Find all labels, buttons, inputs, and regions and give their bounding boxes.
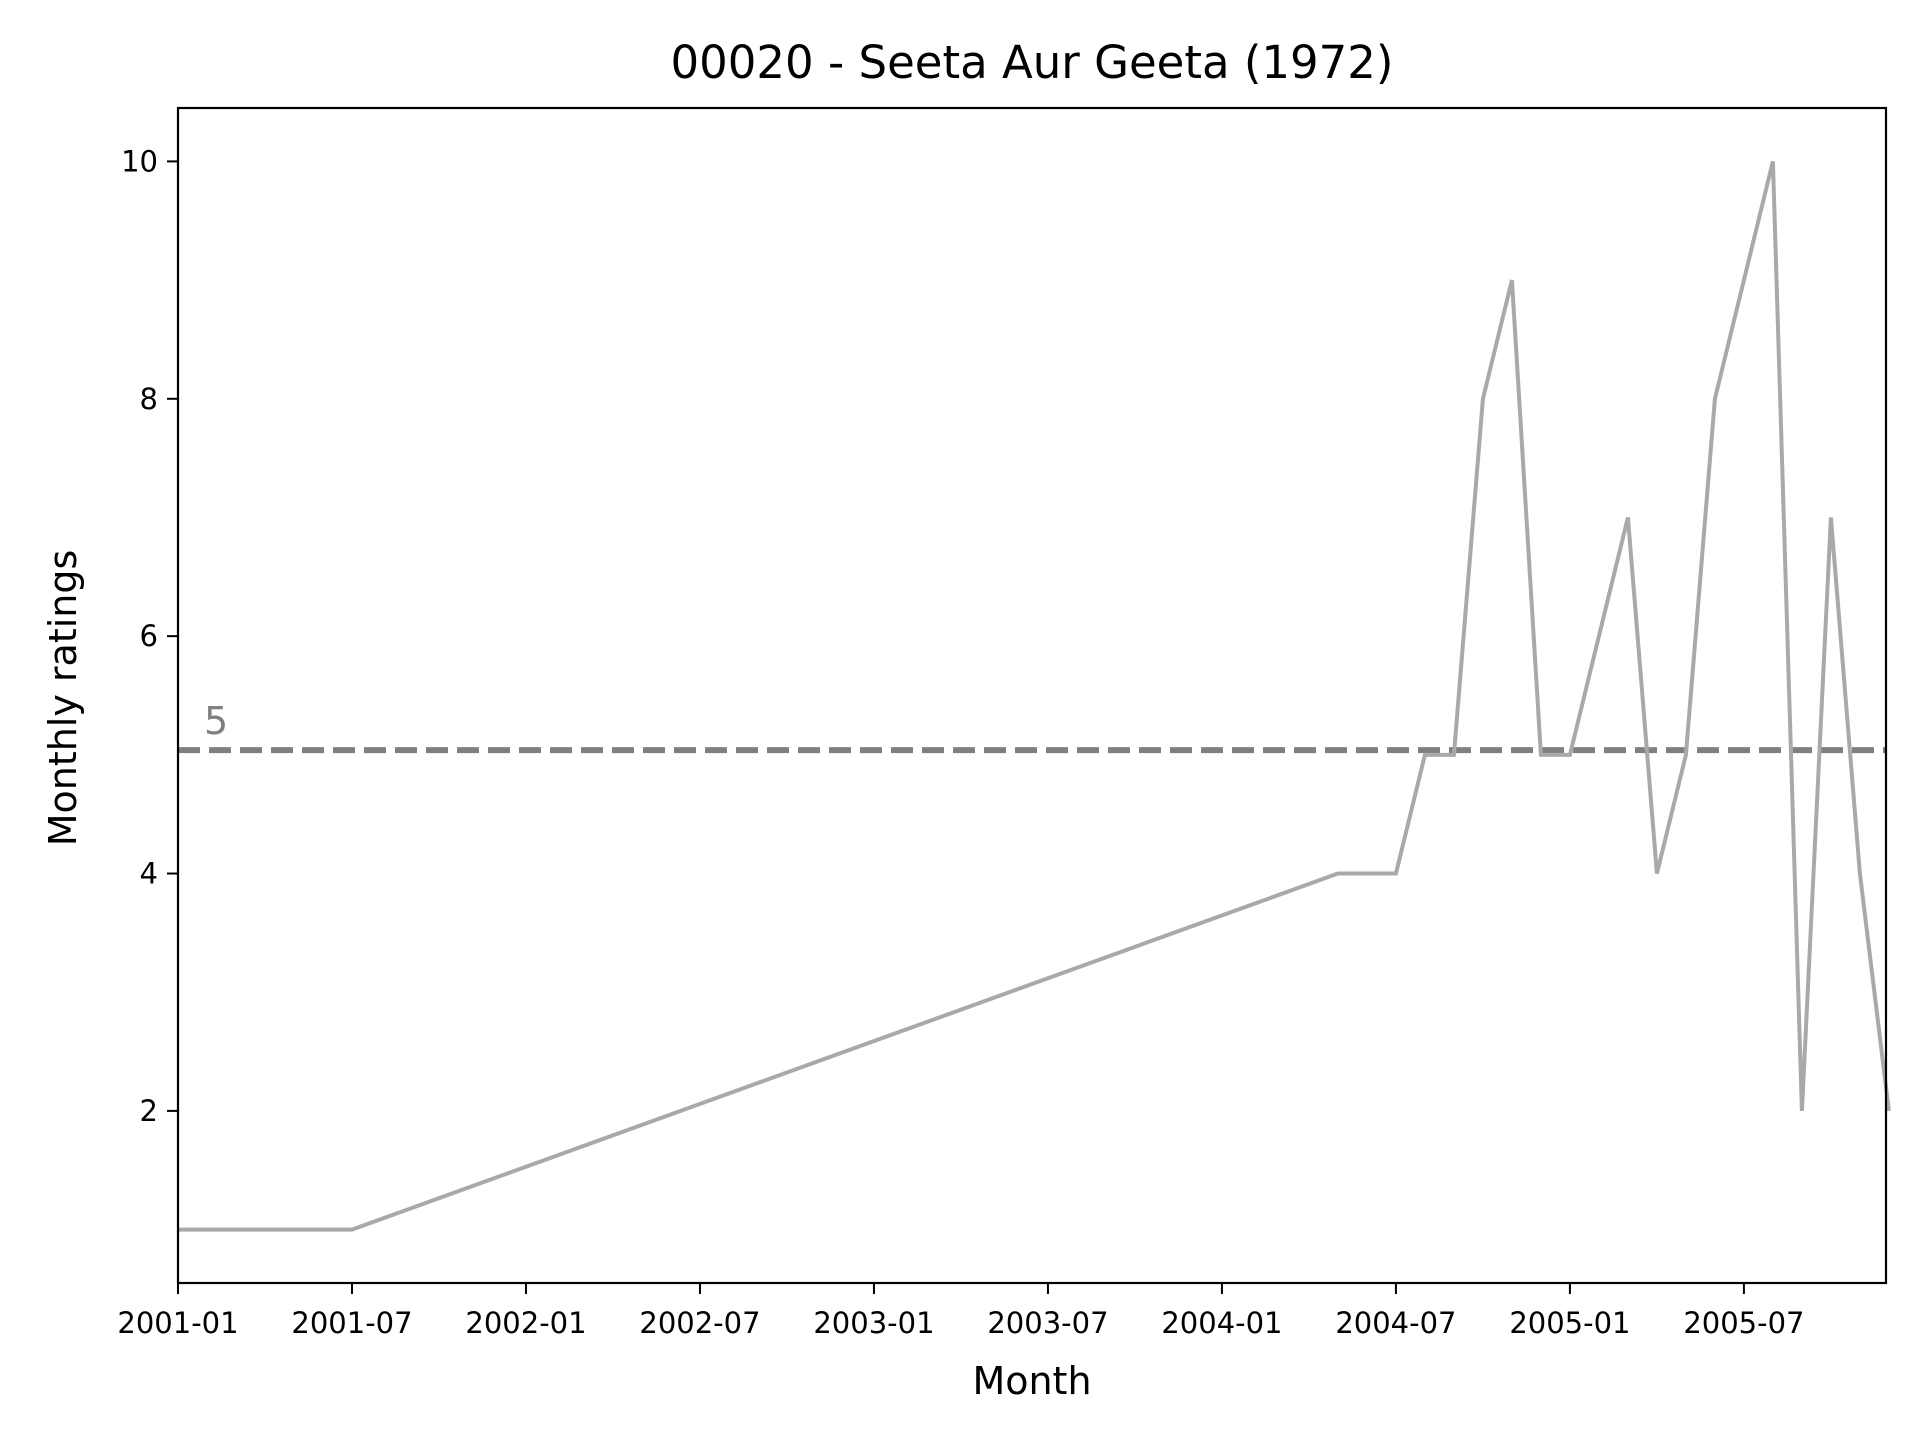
x-tick-label: 2005-07 (1683, 1306, 1804, 1340)
plot-area: 5 (178, 160, 1891, 1232)
x-tick-label: 2004-07 (1335, 1306, 1456, 1340)
x-tick-label: 2001-01 (117, 1306, 238, 1340)
x-tick-label: 2003-07 (987, 1306, 1108, 1340)
reference-line-label: 5 (204, 699, 228, 743)
x-axis: 2001-01 2001-07 2002-01 2002-07 2003-01 2003-… (117, 1283, 1804, 1340)
y-tick-label: 4 (140, 857, 158, 891)
plot-frame (176, 106, 1888, 1285)
y-tick-label: 10 (121, 144, 158, 178)
x-tick-label: 2002-01 (465, 1306, 586, 1340)
y-tick-label: 2 (140, 1094, 158, 1128)
x-tick-label: 2001-07 (291, 1306, 412, 1340)
x-tick-label: 2005-01 (1509, 1306, 1630, 1340)
y-axis-label: Monthly ratings (41, 550, 85, 847)
y-axis: 2 4 6 8 10 (121, 144, 178, 1128)
x-tick-label: 2002-07 (639, 1306, 760, 1340)
x-axis-label: Month (972, 1359, 1091, 1403)
series-line-0 (178, 160, 1891, 1232)
x-tick-label: 2003-01 (813, 1306, 934, 1340)
y-tick-label: 8 (140, 382, 158, 416)
y-tick-label: 6 (140, 619, 158, 653)
x-tick-label: 2004-01 (1161, 1306, 1282, 1340)
chart-title: 00020 - Seeta Aur Geeta (1972) (671, 36, 1394, 89)
